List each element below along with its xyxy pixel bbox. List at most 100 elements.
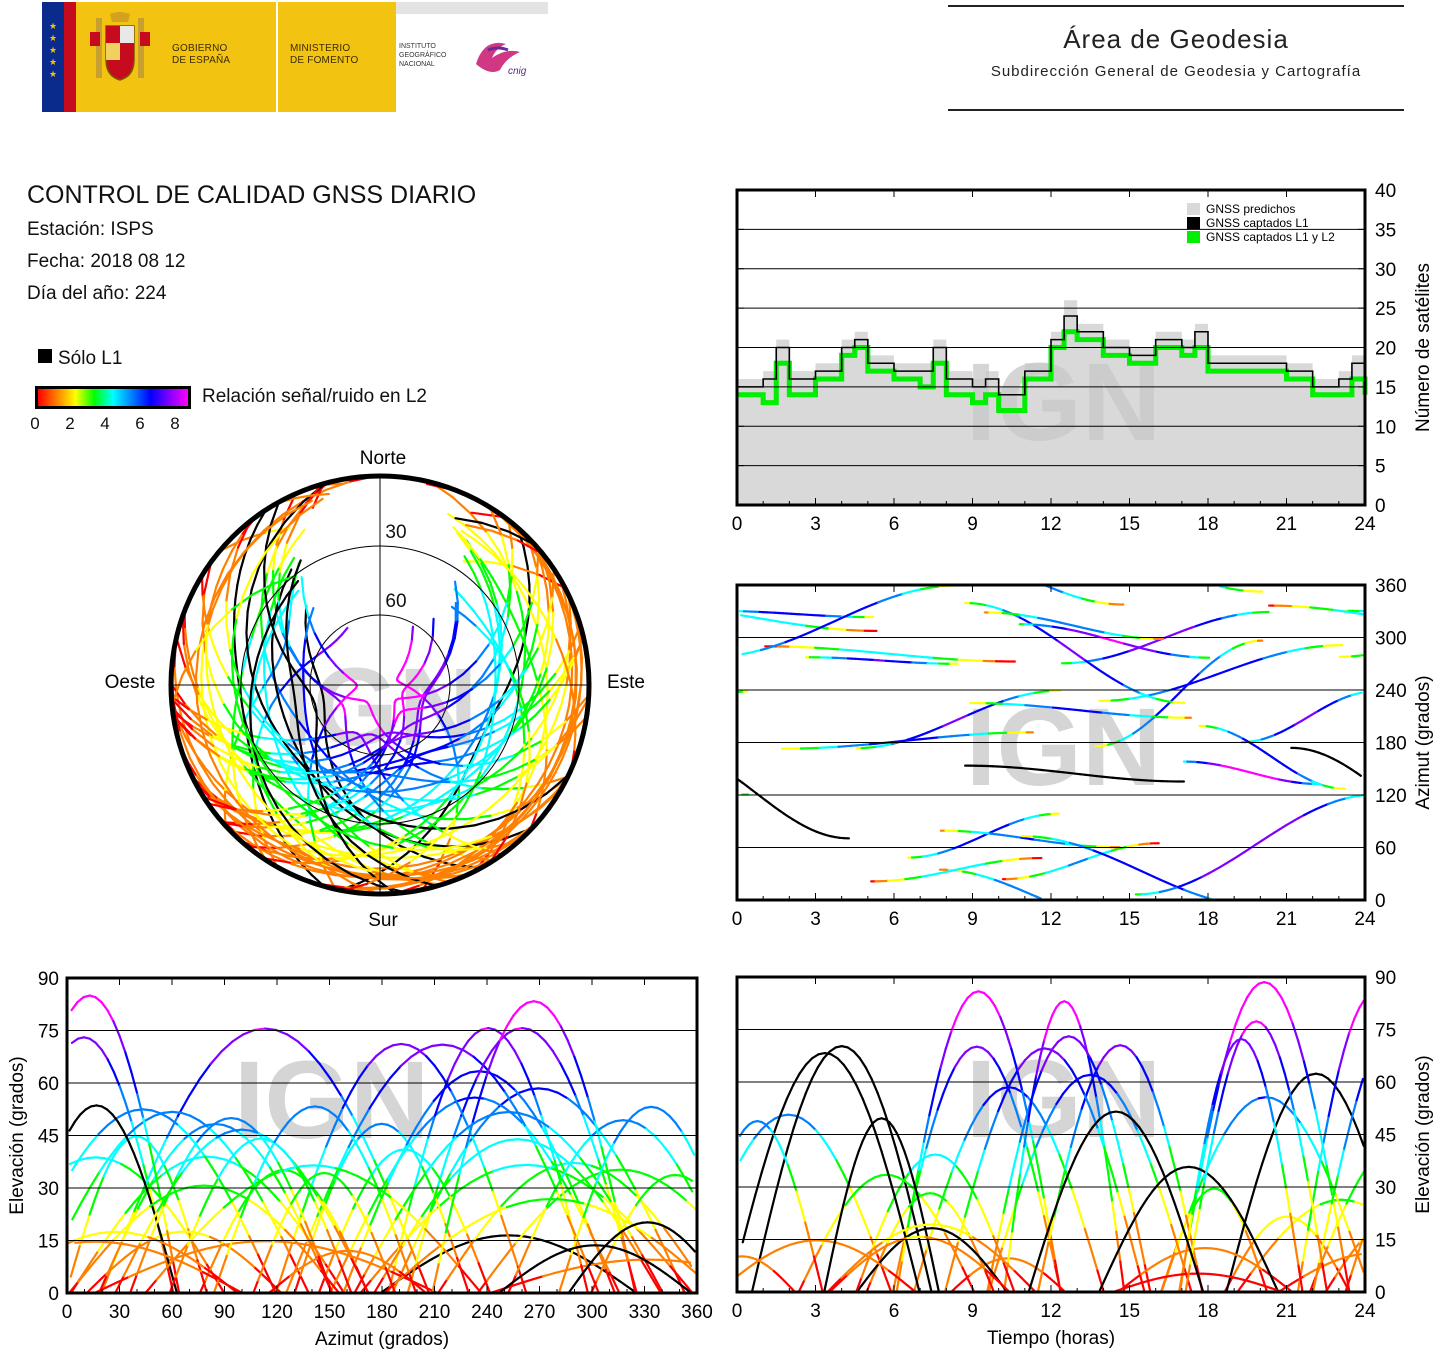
track-segment: [639, 1229, 653, 1239]
track-segment: [468, 1151, 481, 1161]
snr-tick: 6: [135, 414, 145, 433]
x-tick-label: 0: [732, 514, 743, 535]
sky-track-segment: [334, 664, 344, 674]
track-segment: [576, 1240, 590, 1269]
track-segment: [497, 1139, 510, 1144]
track-segment: [1284, 820, 1294, 827]
sky-track-segment: [292, 559, 302, 580]
track-segment: [94, 1041, 103, 1051]
sky-track-segment: [540, 565, 549, 592]
x-tick-label: 15: [1119, 514, 1140, 535]
sky-track-segment: [332, 692, 346, 699]
track-segment: [1140, 1065, 1149, 1080]
track-segment: [1314, 1108, 1323, 1139]
sky-track-segment: [320, 687, 325, 697]
track-segment: [1122, 1102, 1132, 1118]
y-tick-label: 0: [48, 1284, 59, 1305]
track-segment: [275, 1221, 283, 1235]
sky-track-segment: [411, 672, 420, 682]
track-segment: [1350, 1255, 1358, 1276]
track-segment: [807, 1122, 817, 1132]
sky-track-segment: [383, 777, 395, 791]
sky-track-segment: [391, 846, 418, 852]
track-segment: [358, 1274, 370, 1295]
track-segment: [373, 1159, 387, 1187]
sky-track-segment: [269, 591, 278, 611]
gov-text: GOBIERNO DE ESPAÑA: [172, 43, 231, 66]
sky-track-segment: [456, 770, 468, 787]
track-segment: [184, 1249, 199, 1256]
sky-track-segment: [255, 834, 270, 844]
track-segment: [295, 1240, 309, 1269]
track-segment: [431, 1167, 440, 1178]
track-segment: [207, 1244, 222, 1250]
sky-track-segment: [277, 598, 284, 626]
track-segment: [860, 1277, 868, 1287]
track-segment: [1110, 1169, 1120, 1195]
sky-track-segment: [245, 610, 249, 634]
track-segment: [386, 1151, 395, 1158]
track-segment: [965, 1243, 974, 1251]
track-segment: [198, 1142, 210, 1153]
track-segment: [241, 1255, 250, 1264]
track-segment: [604, 1239, 612, 1247]
track-segment: [756, 1239, 766, 1268]
track-segment: [102, 1165, 110, 1178]
track-segment: [456, 1242, 468, 1248]
track-segment: [559, 1025, 569, 1042]
report-title: CONTROL DE CALIDAD GNSS DIARIO: [27, 181, 477, 209]
track-segment: [493, 1076, 507, 1094]
header-rule-bottom: [948, 109, 1404, 111]
sky-track-segment: [175, 636, 187, 669]
track-segment: [104, 1281, 119, 1289]
sky-track-segment: [366, 873, 391, 885]
track-segment: [1354, 1241, 1362, 1250]
track-segment: [97, 1236, 109, 1253]
track-segment: [446, 1252, 460, 1268]
sky-track-segment: [536, 667, 548, 695]
track-segment: [339, 1155, 348, 1169]
sky-track-segment: [485, 718, 506, 730]
flag-stripe: [64, 2, 76, 112]
track-segment: [766, 1117, 776, 1125]
track-segment: [1344, 1253, 1352, 1263]
track-segment: [321, 1200, 330, 1212]
track-segment: [787, 1113, 797, 1117]
track-segment: [1355, 771, 1363, 777]
sky-track-segment: [249, 673, 255, 693]
track-segment: [79, 1143, 91, 1158]
track-segment: [742, 1265, 752, 1273]
sky-track-segment: [448, 673, 465, 685]
track-segment: [882, 1108, 891, 1129]
track-segment: [554, 1162, 566, 1167]
sky-track-segment: [490, 714, 495, 731]
sky-track-segment: [472, 808, 490, 821]
track-segment: [629, 1204, 638, 1216]
track-segment: [106, 1009, 115, 1023]
track-segment: [900, 1228, 909, 1262]
track-segment: [607, 1141, 616, 1156]
track-segment: [880, 1253, 888, 1262]
track-segment: [828, 1046, 837, 1053]
track-segment: [233, 1188, 248, 1200]
track-segment: [203, 1184, 215, 1188]
sky-track-segment: [236, 569, 242, 587]
sky-track-segment: [246, 588, 253, 613]
sky-track-segment: [555, 638, 564, 655]
track-segment: [284, 1192, 295, 1210]
track-segment: [118, 1085, 127, 1105]
track-segment: [988, 1090, 998, 1099]
sky-track-segment: [304, 685, 311, 694]
track-segment: [961, 1266, 970, 1281]
sky-track-segment: [422, 704, 435, 709]
west-label: Oeste: [105, 672, 156, 693]
sky-track-segment: [320, 644, 330, 658]
sky-track-segment: [196, 702, 204, 731]
ign-text: INSTITUTO GEOGRÁFICO NACIONAL: [399, 43, 447, 68]
track-segment: [273, 1130, 283, 1144]
track-segment: [391, 1042, 403, 1047]
track-segment: [621, 1229, 634, 1247]
track-segment: [466, 1125, 478, 1148]
sky-track-segment: [330, 769, 350, 777]
track-segment: [198, 1201, 208, 1217]
